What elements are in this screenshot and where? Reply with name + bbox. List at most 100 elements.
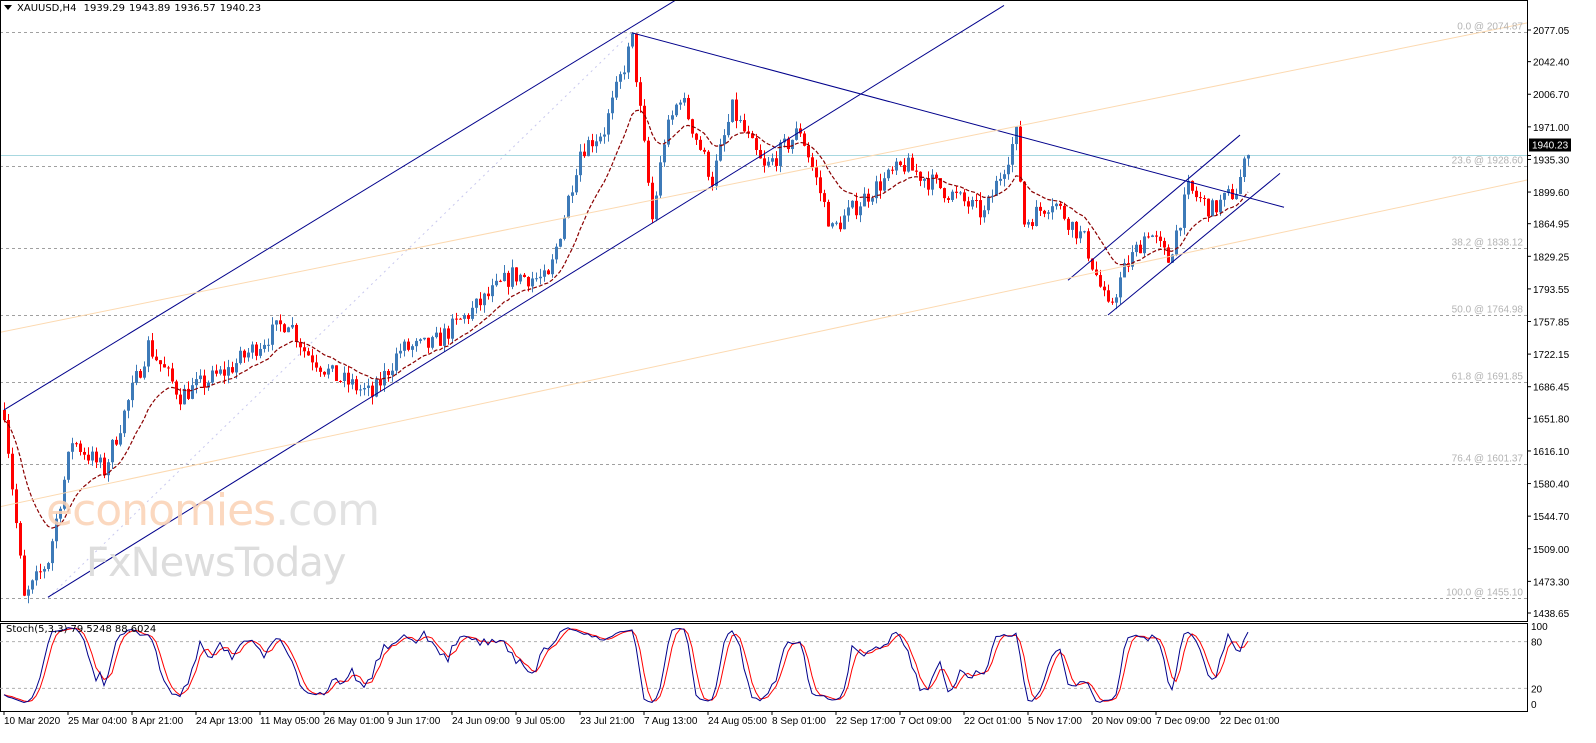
- candle-body: [463, 315, 466, 319]
- candle-body: [207, 382, 210, 388]
- candle-body: [115, 439, 118, 445]
- time-axis-label: 24 Jun 09:00: [452, 716, 510, 727]
- candle-body: [647, 140, 650, 183]
- stoch-signal-line: [3, 627, 1249, 703]
- candle-body: [1071, 221, 1074, 230]
- candle-body: [863, 193, 866, 207]
- candle-body: [723, 135, 726, 145]
- candle-body: [175, 381, 178, 395]
- candle-body: [695, 133, 698, 140]
- candle-body: [367, 385, 370, 388]
- candle-body: [423, 337, 426, 340]
- candle-body: [999, 178, 1002, 181]
- candle-body: [835, 222, 838, 224]
- candle-body: [967, 201, 970, 207]
- candle-body: [947, 198, 950, 200]
- stoch-axis-label: 20: [1531, 684, 1543, 695]
- candle-body: [779, 142, 782, 166]
- low-price: 1936.57: [174, 3, 216, 14]
- price-axis-label: 1544.70: [1533, 512, 1570, 523]
- trendline-lower-channel: [47, 4, 1005, 598]
- candle-body: [83, 451, 86, 455]
- candle-body: [1027, 222, 1030, 225]
- candle-body: [771, 158, 774, 162]
- candle-body: [499, 280, 502, 282]
- candle-body: [431, 337, 434, 348]
- candle-body: [971, 200, 974, 207]
- candle-body: [583, 151, 586, 157]
- candle-body: [147, 340, 150, 367]
- candle-body: [1119, 277, 1122, 298]
- time-axis-label: 23 Jul 21:00: [580, 716, 635, 727]
- time-axis-label: 9 Jun 17:00: [388, 716, 441, 727]
- stoch-axis-label: 100: [1531, 622, 1548, 633]
- candle-body: [827, 201, 830, 227]
- candle-body: [451, 318, 454, 339]
- candle-body: [407, 341, 410, 350]
- candle-body: [1155, 235, 1158, 237]
- fib-level-label: 61.8 @ 1691.85: [1452, 372, 1524, 383]
- watermark-text: economies: [46, 485, 276, 536]
- candle-body: [843, 215, 846, 230]
- candle-body: [1195, 190, 1198, 198]
- candle-body: [775, 158, 778, 166]
- current-price-label: 1940.23: [1532, 141, 1569, 152]
- candle-body: [475, 298, 478, 308]
- candle-body: [359, 389, 362, 391]
- candle-body: [171, 368, 174, 382]
- candle-body: [183, 388, 186, 405]
- candle-body: [551, 259, 554, 275]
- candle-body: [255, 344, 258, 356]
- candle-body: [251, 344, 254, 353]
- candle-body: [495, 280, 498, 286]
- candle-body: [363, 387, 366, 390]
- stoch-label: Stoch(5,3,3): [6, 624, 68, 635]
- candle-body: [103, 457, 106, 476]
- candle-body: [819, 177, 822, 194]
- candle-body: [703, 149, 706, 152]
- price-axis-label: 1438.65: [1533, 609, 1570, 620]
- stoch-axis-label: 80: [1531, 638, 1543, 649]
- chart-header: XAUUSD,H4 1939.29 1943.89 1936.57 1940.23: [4, 3, 265, 14]
- candle-body: [987, 196, 990, 211]
- candle-body: [811, 157, 814, 168]
- candle-body: [391, 370, 394, 376]
- candle-body: [883, 178, 886, 191]
- candle-body: [419, 339, 422, 341]
- candle-body: [335, 365, 338, 381]
- candle-body: [731, 99, 734, 122]
- watermark-fxnewstoday: FxNewsToday: [86, 540, 346, 586]
- collapse-triangle-icon[interactable]: [4, 5, 12, 10]
- candle-body: [995, 180, 998, 196]
- candle-body: [963, 192, 966, 202]
- fib-level-label: 23.6 @ 1928.60: [1452, 156, 1524, 167]
- candle-body: [259, 348, 262, 356]
- candle-body: [247, 352, 250, 358]
- candle-body: [1175, 230, 1178, 255]
- time-axis-label: 10 Mar 2020: [4, 716, 61, 727]
- time-axis-label: 7 Aug 13:00: [644, 716, 698, 727]
- price-axis-label: 1793.55: [1533, 285, 1570, 296]
- candle-body: [1139, 244, 1142, 254]
- candle-body: [687, 97, 690, 120]
- candle-body: [331, 365, 334, 369]
- candle-body: [387, 370, 390, 376]
- candle-body: [55, 518, 58, 542]
- candle-body: [47, 563, 50, 569]
- candle-body: [199, 375, 202, 380]
- candle-body: [315, 362, 318, 368]
- fib-level-label: 0.0 @ 2074.87: [1457, 22, 1523, 33]
- candle-body: [87, 454, 90, 461]
- candle-body: [99, 457, 102, 463]
- candle-body: [43, 568, 46, 572]
- candle-body: [615, 81, 618, 98]
- price-axis-label: 1899.60: [1533, 188, 1570, 199]
- candle-body: [67, 451, 70, 480]
- candle-body: [19, 523, 22, 556]
- candle-body: [1019, 126, 1022, 182]
- price-axis-label: 1580.40: [1533, 480, 1570, 491]
- candle-body: [1031, 222, 1034, 227]
- candle-body: [579, 151, 582, 176]
- candle-body: [651, 182, 654, 220]
